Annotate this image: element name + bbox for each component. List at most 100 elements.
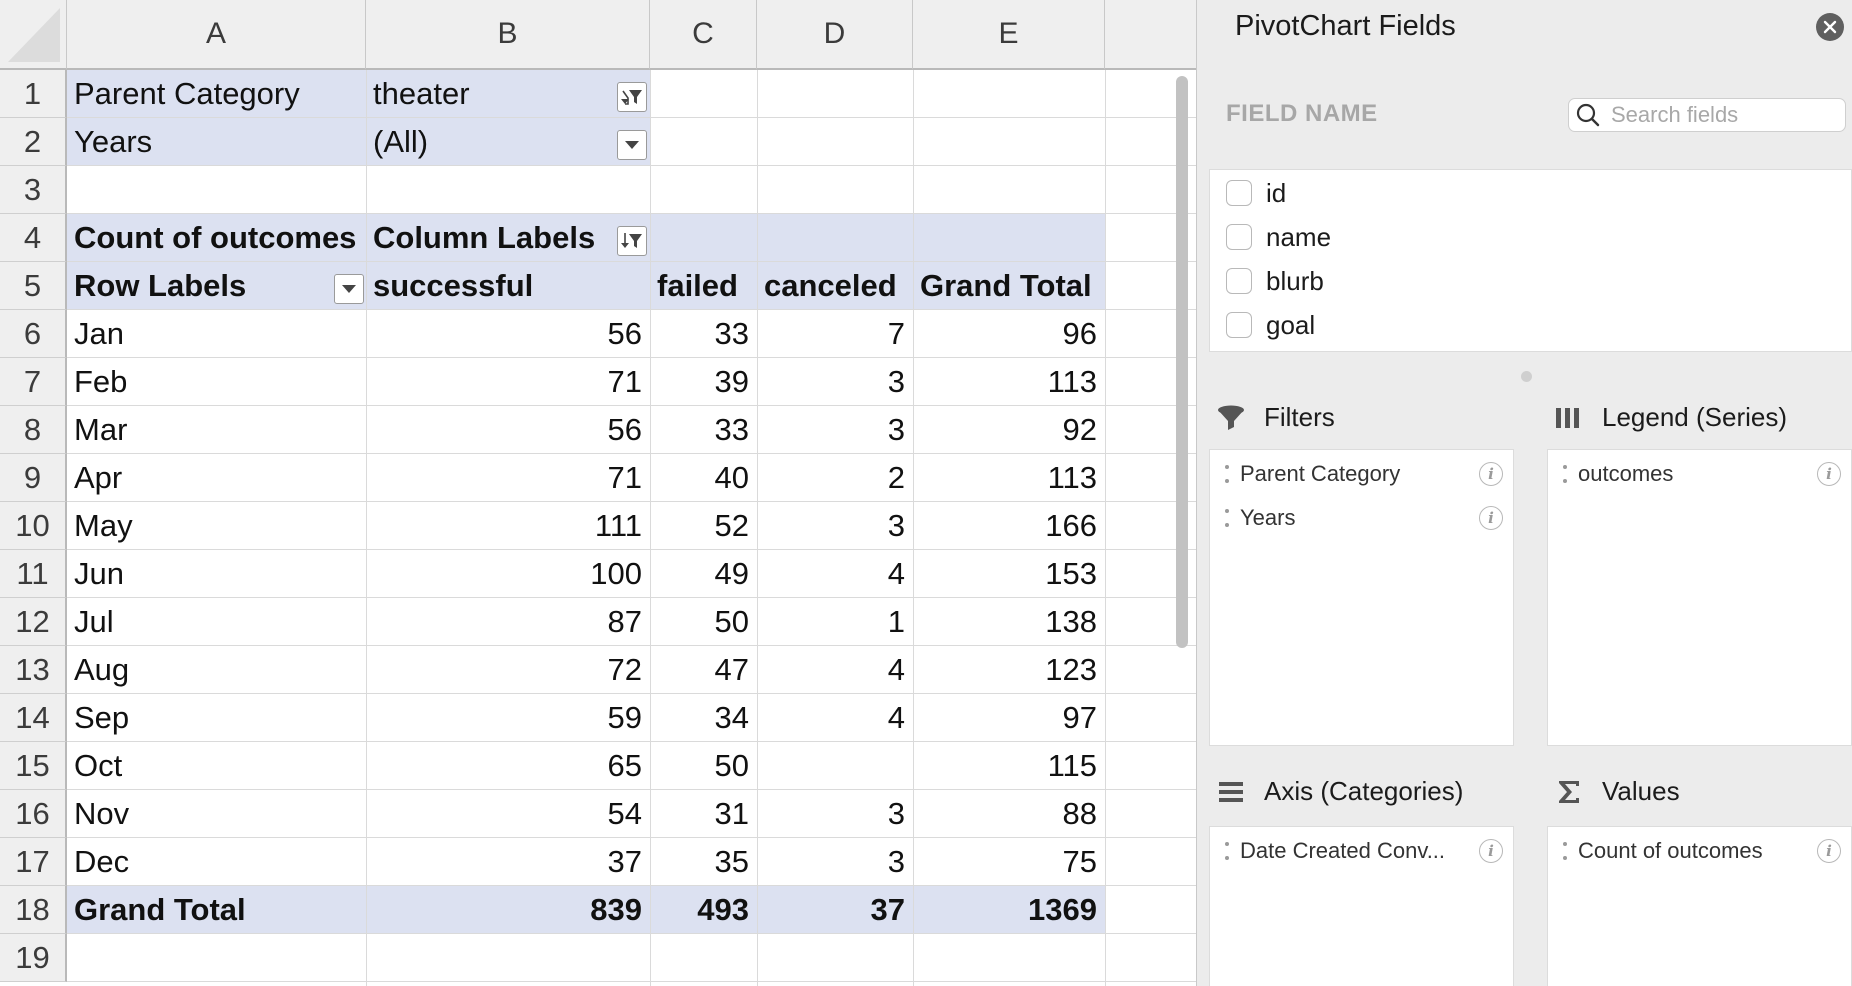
pivot-cell-canceled[interactable]: 1 <box>887 604 905 639</box>
row-label-month[interactable]: Jan <box>74 316 124 351</box>
field-list[interactable]: id name blurb goal <box>1209 169 1852 352</box>
grand-total-total[interactable]: 1369 <box>1028 892 1097 927</box>
pivot-cell-total[interactable]: 97 <box>1062 700 1097 735</box>
pivot-cell-successful[interactable]: 37 <box>607 844 642 879</box>
select-all-corner[interactable] <box>0 0 67 70</box>
field-item-blurb[interactable]: blurb <box>1226 261 1324 301</box>
vertical-scrollbar-thumb[interactable] <box>1176 76 1188 648</box>
row-label-month[interactable]: Jul <box>74 604 114 639</box>
close-panel-button[interactable] <box>1816 13 1844 41</box>
pivot-cell-total[interactable]: 75 <box>1062 844 1097 879</box>
grand-total-label[interactable]: Grand Total <box>74 892 246 927</box>
info-icon[interactable]: i <box>1817 839 1841 863</box>
legend-chip-outcomes[interactable]: outcomes i <box>1562 454 1841 494</box>
field-checkbox[interactable] <box>1226 312 1252 338</box>
row-header[interactable]: 13 <box>0 646 67 694</box>
pivot-cell-failed[interactable]: 33 <box>714 412 749 447</box>
row-header[interactable]: 10 <box>0 502 67 550</box>
column-header-c[interactable]: C <box>650 0 757 70</box>
axis-drop-area[interactable]: Date Created Conv... i <box>1209 826 1514 986</box>
info-icon[interactable]: i <box>1817 462 1841 486</box>
row-label-month[interactable]: Nov <box>74 796 130 831</box>
pivot-cell-total[interactable]: 123 <box>1045 652 1097 687</box>
field-checkbox[interactable] <box>1226 268 1252 294</box>
drag-handle-icon[interactable] <box>1224 465 1230 483</box>
pivot-cell-successful[interactable]: 59 <box>607 700 642 735</box>
pivot-cell-failed[interactable]: 31 <box>714 796 749 831</box>
row-label-month[interactable]: Aug <box>74 652 130 687</box>
column-header-a[interactable]: A <box>67 0 366 70</box>
years-dropdown[interactable] <box>617 130 647 160</box>
spreadsheet-grid[interactable]: A B C D E Parent Category theater Years … <box>0 0 1196 986</box>
pivot-cell-successful[interactable]: 100 <box>590 556 642 591</box>
row-header[interactable]: 2 <box>0 118 67 166</box>
column-header-d[interactable]: D <box>757 0 913 70</box>
pivot-cell-total[interactable]: 153 <box>1045 556 1097 591</box>
row-header[interactable]: 3 <box>0 166 67 214</box>
pivot-cell-successful[interactable]: 65 <box>607 748 642 783</box>
field-item-name[interactable]: name <box>1226 217 1331 257</box>
info-icon[interactable]: i <box>1479 839 1503 863</box>
pivot-cell-failed[interactable]: 50 <box>714 748 749 783</box>
filter-value-parent-category[interactable]: theater <box>373 76 470 111</box>
row-labels-dropdown[interactable] <box>334 274 364 304</box>
pivot-cell-failed[interactable]: 50 <box>714 604 749 639</box>
col-header-canceled[interactable]: canceled <box>764 268 897 303</box>
row-header[interactable]: 8 <box>0 406 67 454</box>
pivot-cell-total[interactable]: 113 <box>1047 460 1097 495</box>
info-icon[interactable]: i <box>1479 462 1503 486</box>
pivot-cell-total[interactable]: 92 <box>1062 412 1097 447</box>
row-label-month[interactable]: Feb <box>74 364 128 399</box>
row-label-month[interactable]: Dec <box>74 844 130 879</box>
column-labels-sort-filter-button[interactable] <box>617 226 647 256</box>
drag-handle-icon[interactable] <box>1224 509 1230 527</box>
pivot-cell-failed[interactable]: 34 <box>714 700 749 735</box>
pivot-cell-canceled[interactable]: 3 <box>887 844 905 879</box>
column-header-e[interactable]: E <box>913 0 1105 70</box>
pivot-cell-failed[interactable]: 52 <box>714 508 749 543</box>
pivot-cell-successful[interactable]: 71 <box>607 364 642 399</box>
filter-label-parent-category[interactable]: Parent Category <box>74 76 300 111</box>
pivot-cell-canceled[interactable]: 4 <box>887 556 905 591</box>
pivot-cell-successful[interactable]: 56 <box>607 316 642 351</box>
pivot-cell-successful[interactable]: 87 <box>607 604 642 639</box>
row-label-month[interactable]: Mar <box>74 412 128 447</box>
field-item-goal[interactable]: goal <box>1226 305 1315 345</box>
pivot-cell-failed[interactable]: 39 <box>714 364 749 399</box>
filters-chip-parent-category[interactable]: Parent Category i <box>1224 454 1503 494</box>
search-fields-input[interactable]: Search fields <box>1568 98 1846 132</box>
pivot-cell-total[interactable]: 113 <box>1047 364 1097 399</box>
pivot-cell-successful[interactable]: 54 <box>607 796 642 831</box>
pivot-cell-canceled[interactable]: 4 <box>887 700 905 735</box>
pivot-cell-failed[interactable]: 35 <box>714 844 749 879</box>
row-header[interactable]: 6 <box>0 310 67 358</box>
pivot-cell-canceled[interactable]: 2 <box>887 460 905 495</box>
filters-chip-years[interactable]: Years i <box>1224 498 1503 538</box>
pivot-cell-canceled[interactable]: 3 <box>887 412 905 447</box>
grand-total-successful[interactable]: 839 <box>590 892 642 927</box>
column-header-b[interactable]: B <box>366 0 650 70</box>
pivot-value-header[interactable]: Count of outcomes <box>74 220 357 255</box>
pivot-cell-total[interactable]: 96 <box>1062 316 1097 351</box>
pivot-cell-canceled[interactable]: 4 <box>887 652 905 687</box>
field-checkbox[interactable] <box>1226 180 1252 206</box>
pivot-column-labels[interactable]: Column Labels <box>373 220 596 255</box>
col-header-successful[interactable]: successful <box>373 268 534 303</box>
axis-chip-date-created[interactable]: Date Created Conv... i <box>1224 831 1503 871</box>
pivot-cell-successful[interactable]: 72 <box>607 652 642 687</box>
row-header[interactable]: 18 <box>0 886 67 934</box>
info-icon[interactable]: i <box>1479 506 1503 530</box>
values-chip-count-of-outcomes[interactable]: Count of outcomes i <box>1562 831 1841 871</box>
values-drop-area[interactable]: Count of outcomes i <box>1547 826 1852 986</box>
row-label-month[interactable]: Apr <box>74 460 123 495</box>
column-header-f[interactable] <box>1105 0 1196 70</box>
pane-divider[interactable] <box>1196 0 1197 986</box>
grand-total-failed[interactable]: 493 <box>697 892 749 927</box>
pivot-cell-failed[interactable]: 33 <box>714 316 749 351</box>
pivot-cell-total[interactable]: 115 <box>1047 748 1097 783</box>
pivot-cell-canceled[interactable]: 3 <box>887 364 905 399</box>
pivot-cell-total[interactable]: 88 <box>1062 796 1097 831</box>
splitter-handle[interactable] <box>1521 371 1532 382</box>
pivot-cell-successful[interactable]: 71 <box>607 460 642 495</box>
drag-handle-icon[interactable] <box>1562 842 1568 860</box>
